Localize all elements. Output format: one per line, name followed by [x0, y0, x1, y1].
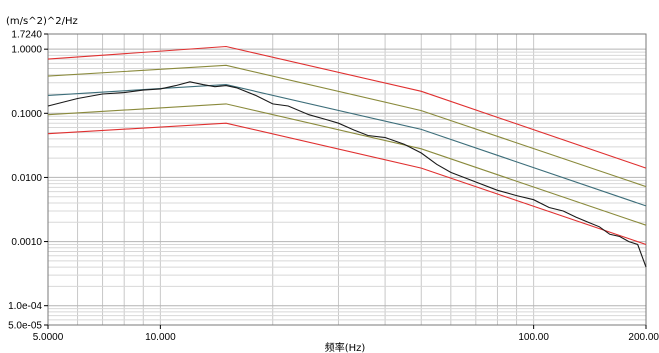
tolerance-line-2: [47, 64, 647, 188]
y-tick-label: 1.7240: [11, 30, 42, 41]
x-tick-label: 10.000: [145, 332, 176, 343]
grid: [48, 34, 646, 325]
x-tick-label: 200.00: [628, 332, 659, 343]
plot-area-border: [47, 33, 647, 326]
tolerance-line-3: [47, 84, 647, 207]
tolerance-line-1: [47, 45, 647, 169]
y-tick-label: 1.0e-04: [8, 301, 42, 312]
x-tick-label: 100.00: [518, 332, 549, 343]
y-tick-label: 0.0010: [11, 237, 42, 248]
y-axis-label: (m/s^2)^2/Hz: [6, 16, 78, 27]
y-tick-label: 5.0e-05: [8, 321, 42, 332]
y-tick-label: 1.0000: [11, 45, 42, 56]
tolerance-line-4: [47, 103, 647, 226]
y-tick-label: 0.0100: [11, 173, 42, 184]
x-tick-label: 5.0000: [33, 332, 64, 343]
y-tick-label: 0.1000: [11, 109, 42, 120]
tolerance-line-5: [47, 122, 647, 246]
tick-layer: 5.0000 10.000 100.00 200.00 1.7240 1.0000 0.10…: [8, 30, 659, 344]
series-layer: [47, 45, 647, 268]
measured-psd-line: [47, 81, 647, 268]
x-axis-label: 频率(Hz): [325, 341, 366, 353]
